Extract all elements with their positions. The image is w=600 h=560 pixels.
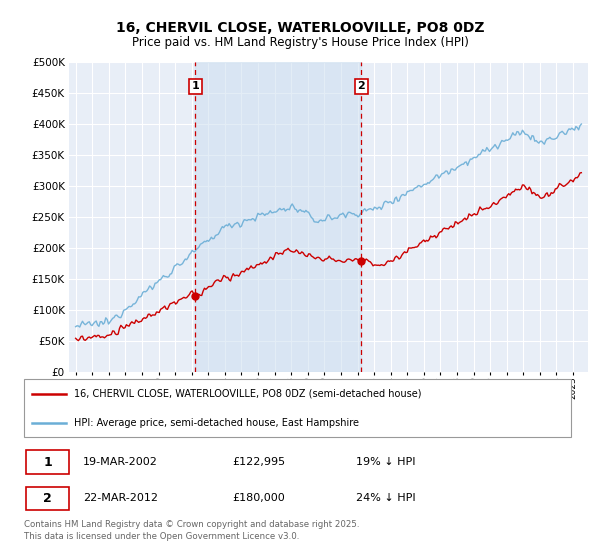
FancyBboxPatch shape <box>23 379 571 437</box>
FancyBboxPatch shape <box>26 450 69 474</box>
Text: 16, CHERVIL CLOSE, WATERLOOVILLE, PO8 0DZ: 16, CHERVIL CLOSE, WATERLOOVILLE, PO8 0D… <box>116 21 484 35</box>
Text: 22-MAR-2012: 22-MAR-2012 <box>83 493 158 503</box>
Text: £122,995: £122,995 <box>232 457 286 467</box>
Text: 2: 2 <box>43 492 52 505</box>
Text: 2: 2 <box>357 81 365 91</box>
Text: 1: 1 <box>43 455 52 469</box>
Text: Price paid vs. HM Land Registry's House Price Index (HPI): Price paid vs. HM Land Registry's House … <box>131 36 469 49</box>
Text: Contains HM Land Registry data © Crown copyright and database right 2025.
This d: Contains HM Land Registry data © Crown c… <box>23 520 359 541</box>
FancyBboxPatch shape <box>26 487 69 510</box>
Text: HPI: Average price, semi-detached house, East Hampshire: HPI: Average price, semi-detached house,… <box>74 418 359 428</box>
Text: 16, CHERVIL CLOSE, WATERLOOVILLE, PO8 0DZ (semi-detached house): 16, CHERVIL CLOSE, WATERLOOVILLE, PO8 0D… <box>74 389 422 399</box>
Text: 19-MAR-2002: 19-MAR-2002 <box>83 457 158 467</box>
Text: 1: 1 <box>191 81 199 91</box>
Text: 19% ↓ HPI: 19% ↓ HPI <box>356 457 416 467</box>
Bar <box>195 62 361 372</box>
Text: £180,000: £180,000 <box>232 493 285 503</box>
Text: 24% ↓ HPI: 24% ↓ HPI <box>356 493 416 503</box>
